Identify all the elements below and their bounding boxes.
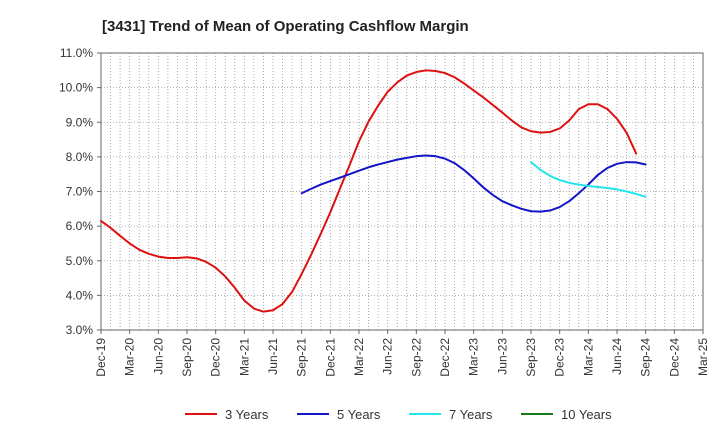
y-tick-label: 9.0%: [66, 115, 94, 129]
series-line-3-years: [100, 69, 638, 313]
y-tick-label: 7.0%: [66, 185, 94, 199]
y-tick-label: 5.0%: [66, 254, 94, 268]
x-tick-label: Dec-23: [553, 338, 567, 377]
series-line-5-years: [300, 154, 647, 213]
y-tick-label: 4.0%: [66, 288, 94, 302]
x-tick-label: Sep-24: [639, 338, 653, 377]
x-tick-label: Sep-23: [524, 338, 538, 377]
series-layer: [100, 69, 647, 313]
y-tick-label: 10.0%: [59, 81, 93, 95]
y-tick-label: 8.0%: [66, 150, 94, 164]
legend: 3 Years 5 Years 7 Years 10 Years: [185, 407, 612, 422]
x-tick-label: Dec-24: [667, 338, 681, 377]
x-tick-label: Mar-24: [581, 338, 595, 376]
x-tick-label: Jun-21: [266, 338, 280, 375]
y-tick-label: 6.0%: [66, 219, 94, 233]
x-tick-label: Sep-21: [295, 338, 309, 377]
x-tick-label: Mar-20: [123, 338, 137, 376]
x-tick-label: Jun-23: [495, 338, 509, 375]
x-tick-label: Dec-19: [94, 338, 108, 377]
x-tick-label: Mar-22: [352, 338, 366, 376]
grid-layer: [101, 53, 703, 330]
x-tick-label: Mar-25: [696, 338, 710, 376]
y-tick-label: 3.0%: [66, 323, 94, 337]
legend-label-3-years: 3 Years: [225, 407, 269, 422]
legend-label-5-years: 5 Years: [337, 407, 381, 422]
x-tick-label: Dec-20: [209, 338, 223, 377]
x-tick-label: Sep-22: [409, 338, 423, 377]
x-tick-label: Mar-21: [237, 338, 251, 376]
x-tick-label: Dec-21: [323, 338, 337, 377]
x-tick-label: Dec-22: [438, 338, 452, 377]
y-tick-label: 11.0%: [60, 46, 93, 60]
legend-label-10-years: 10 Years: [561, 407, 612, 422]
chart-title: [3431] Trend of Mean of Operating Cashfl…: [102, 18, 469, 35]
x-tick-label: Jun-22: [381, 338, 395, 375]
x-tick-label: Sep-20: [180, 338, 194, 377]
x-tick-label: Jun-24: [610, 338, 624, 375]
axis-layer: 3.0% 4.0% 5.0% 6.0% 7.0% 8.0% 9.0% 10.0% 11.0% De…: [59, 46, 710, 377]
legend-label-7-years: 7 Years: [449, 407, 493, 422]
series-line-7-years: [530, 161, 647, 198]
x-tick-label: Mar-23: [467, 338, 481, 376]
x-tick-label: Jun-20: [151, 338, 165, 375]
